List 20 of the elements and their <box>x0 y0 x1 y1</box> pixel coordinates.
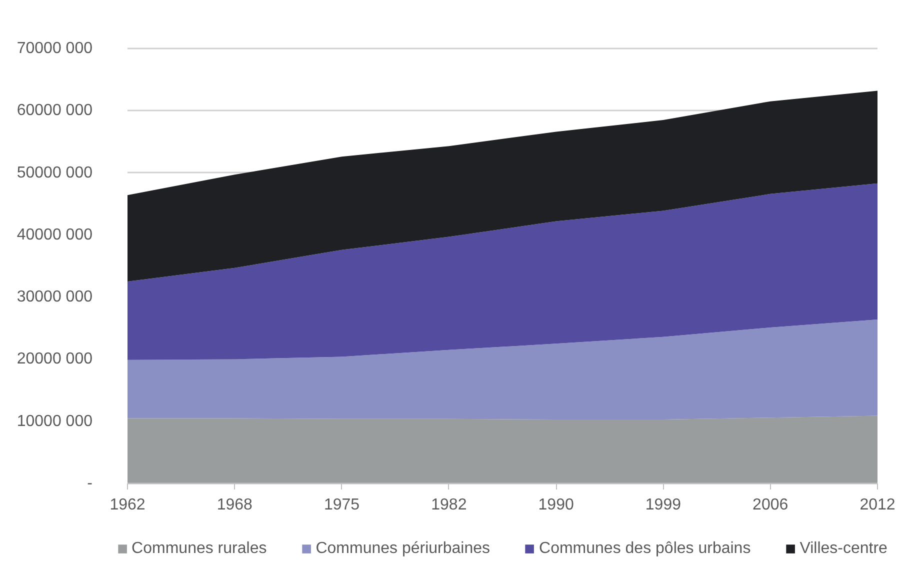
legend-label: Communes rurales <box>132 540 267 558</box>
y-tick-label: - <box>87 475 92 492</box>
y-tick-label: 60000 000 <box>16 102 93 120</box>
y-tick-label: 20000 000 <box>16 350 93 368</box>
x-tick-label: 2012 <box>860 496 896 514</box>
x-tick-label: 1962 <box>110 496 146 514</box>
x-tick-label: 1968 <box>216 496 253 514</box>
x-tick-label: 1990 <box>538 496 574 514</box>
y-tick-label: 30000 000 <box>16 288 93 306</box>
y-tick-label: 70000 000 <box>16 40 93 57</box>
y-tick-label: 40000 000 <box>16 226 93 244</box>
x-tick-label: 2006 <box>752 496 788 514</box>
y-tick-label: 10000 000 <box>16 412 93 430</box>
legend-label: Communes périurbaines <box>316 540 490 558</box>
x-tick-label: 1975 <box>324 496 360 514</box>
y-tick-label: 50000 000 <box>16 164 93 182</box>
x-tick-label: 1999 <box>645 496 682 514</box>
x-tick-label: 1982 <box>431 496 467 514</box>
legend-label: Villes-centre <box>800 540 888 558</box>
legend-label: Communes des pôles urbains <box>539 540 751 558</box>
